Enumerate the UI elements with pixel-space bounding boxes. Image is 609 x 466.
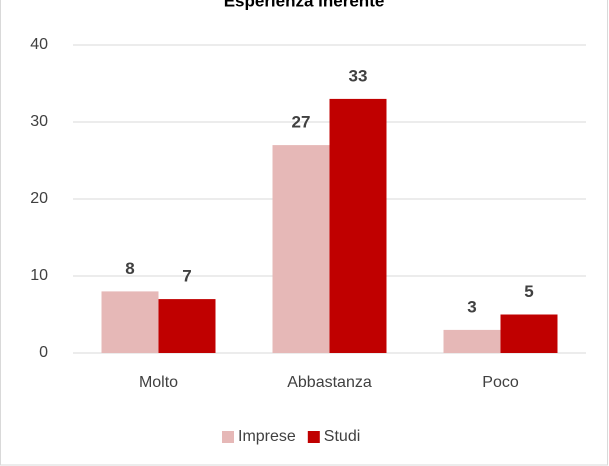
- value-label: 27: [292, 113, 311, 132]
- value-label: 7: [182, 267, 191, 286]
- bar: [272, 145, 330, 353]
- y-tick-label: 0: [39, 344, 48, 361]
- legend-label: Imprese: [238, 428, 296, 445]
- value-label: 33: [349, 66, 368, 85]
- legend-swatch: [307, 431, 320, 443]
- x-tick-label: Abbastanza: [287, 374, 372, 391]
- y-tick-label: 10: [30, 267, 48, 284]
- legend-swatch: [222, 431, 234, 443]
- x-tick-label: Poco: [482, 374, 519, 391]
- bar: [329, 98, 387, 354]
- bar: [158, 299, 216, 353]
- bar: [443, 329, 501, 353]
- value-label: 3: [467, 297, 476, 316]
- bar: [101, 291, 159, 353]
- value-label: 8: [125, 259, 134, 278]
- y-tick-label: 40: [30, 36, 48, 53]
- x-tick-label: Molto: [139, 374, 178, 391]
- value-label: 5: [524, 282, 533, 301]
- y-tick-label: 30: [30, 113, 48, 130]
- legend-label: Studi: [324, 428, 360, 445]
- chart-title: Esperienza inerente: [224, 0, 385, 10]
- bar: [500, 314, 558, 353]
- y-tick-label: 20: [30, 190, 48, 207]
